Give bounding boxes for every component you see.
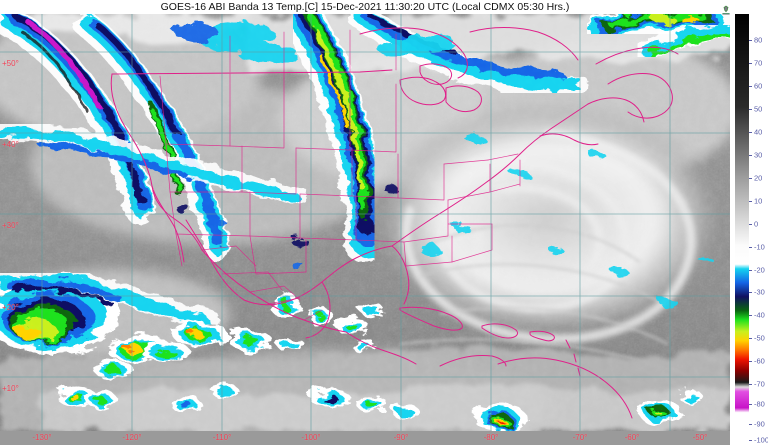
colorbar-tick-mark bbox=[749, 247, 752, 248]
colorbar-tick-mark bbox=[749, 404, 752, 405]
colorbar-tick-mark bbox=[749, 63, 752, 64]
colorbar-tick-label: -70 bbox=[754, 379, 765, 389]
colorbar-tick-label: 10 bbox=[754, 196, 763, 206]
colorbar-panel: 80 70 60 50 40 30 20 10 0 -10 -20 -30 -40 -50 -60 -70 -8… bbox=[730, 0, 768, 445]
lon-label: -110° bbox=[212, 433, 232, 442]
coastline-border-layer bbox=[110, 27, 679, 419]
colorbar-tick-mark bbox=[749, 315, 752, 316]
colorbar-tick-mark bbox=[749, 440, 752, 441]
lon-label: -80° bbox=[483, 433, 499, 442]
colorbar-tick-label: -80 bbox=[754, 399, 765, 409]
colorbar-tick-label: -10 bbox=[754, 242, 765, 252]
lon-label: -120° bbox=[122, 433, 142, 442]
colorbar-tick-mark bbox=[749, 384, 752, 385]
lon-label: -130° bbox=[32, 433, 52, 442]
colorbar-tick-label: -60 bbox=[754, 356, 765, 366]
conagua-eagle-icon bbox=[722, 2, 730, 15]
colorbar-tick-label: -20 bbox=[754, 265, 765, 275]
colorbar-tick-label: 70 bbox=[754, 58, 763, 68]
lon-label: -60° bbox=[624, 433, 640, 442]
lon-label: -70° bbox=[572, 433, 588, 442]
colorbar-tick-mark bbox=[749, 292, 752, 293]
colorbar-tick-mark bbox=[749, 224, 752, 225]
colorbar-tick-mark bbox=[749, 361, 752, 362]
colorbar-tick-label: 40 bbox=[754, 127, 763, 137]
colorbar-tick-mark bbox=[749, 40, 752, 41]
colorbar-tick-label: -40 bbox=[754, 310, 765, 320]
colorbar-tick-label: 50 bbox=[754, 104, 763, 114]
lon-label: -100° bbox=[301, 433, 321, 442]
colorbar-tick-mark bbox=[749, 86, 752, 87]
colorbar-tick-label: -90 bbox=[754, 419, 765, 429]
colorbar-tick-label: -50 bbox=[754, 333, 765, 343]
colorbar-tick-mark bbox=[749, 178, 752, 179]
colorbar-tick-label: 60 bbox=[754, 81, 763, 91]
infrared-imagery-layer bbox=[0, 14, 730, 431]
colorbar-tick-label: -100 bbox=[754, 435, 768, 445]
longitude-axis: -130° -120° -110° -100° -90° -80° -70° -… bbox=[0, 431, 730, 445]
colorbar-tick-label: 20 bbox=[754, 173, 763, 183]
colorbar-tick-mark bbox=[749, 155, 752, 156]
colorbar-tick-label: 80 bbox=[754, 35, 763, 45]
colorbar-tick-labels: 80 70 60 50 40 30 20 10 0 -10 -20 -30 -40 -50 -60 -70 -8… bbox=[749, 0, 768, 445]
graticule-layer bbox=[0, 14, 730, 431]
lon-label: -50° bbox=[692, 433, 708, 442]
colorbar-tick-label: 30 bbox=[754, 150, 763, 160]
lon-label: -90° bbox=[393, 433, 409, 442]
colorbar-tick-label: 0 bbox=[754, 219, 759, 229]
colorbar-tick-mark bbox=[749, 109, 752, 110]
temperature-colorbar bbox=[735, 14, 749, 431]
colorbar-tick-mark bbox=[749, 338, 752, 339]
colorbar-tick-mark bbox=[749, 424, 752, 425]
title-bar: GOES-16 ABI Banda 13 Temp.[C] 15-Dec-202… bbox=[0, 0, 768, 15]
colorbar-tick-label: -30 bbox=[754, 287, 765, 297]
colorbar-tick-mark bbox=[749, 132, 752, 133]
map-canvas: +50° +40° +30° +20° +10° bbox=[0, 14, 730, 431]
page-title: GOES-16 ABI Banda 13 Temp.[C] 15-Dec-202… bbox=[160, 1, 570, 13]
satellite-map[interactable]: +50° +40° +30° +20° +10° bbox=[0, 14, 730, 431]
colorbar-tick-mark bbox=[749, 270, 752, 271]
colorbar-tick-mark bbox=[749, 201, 752, 202]
